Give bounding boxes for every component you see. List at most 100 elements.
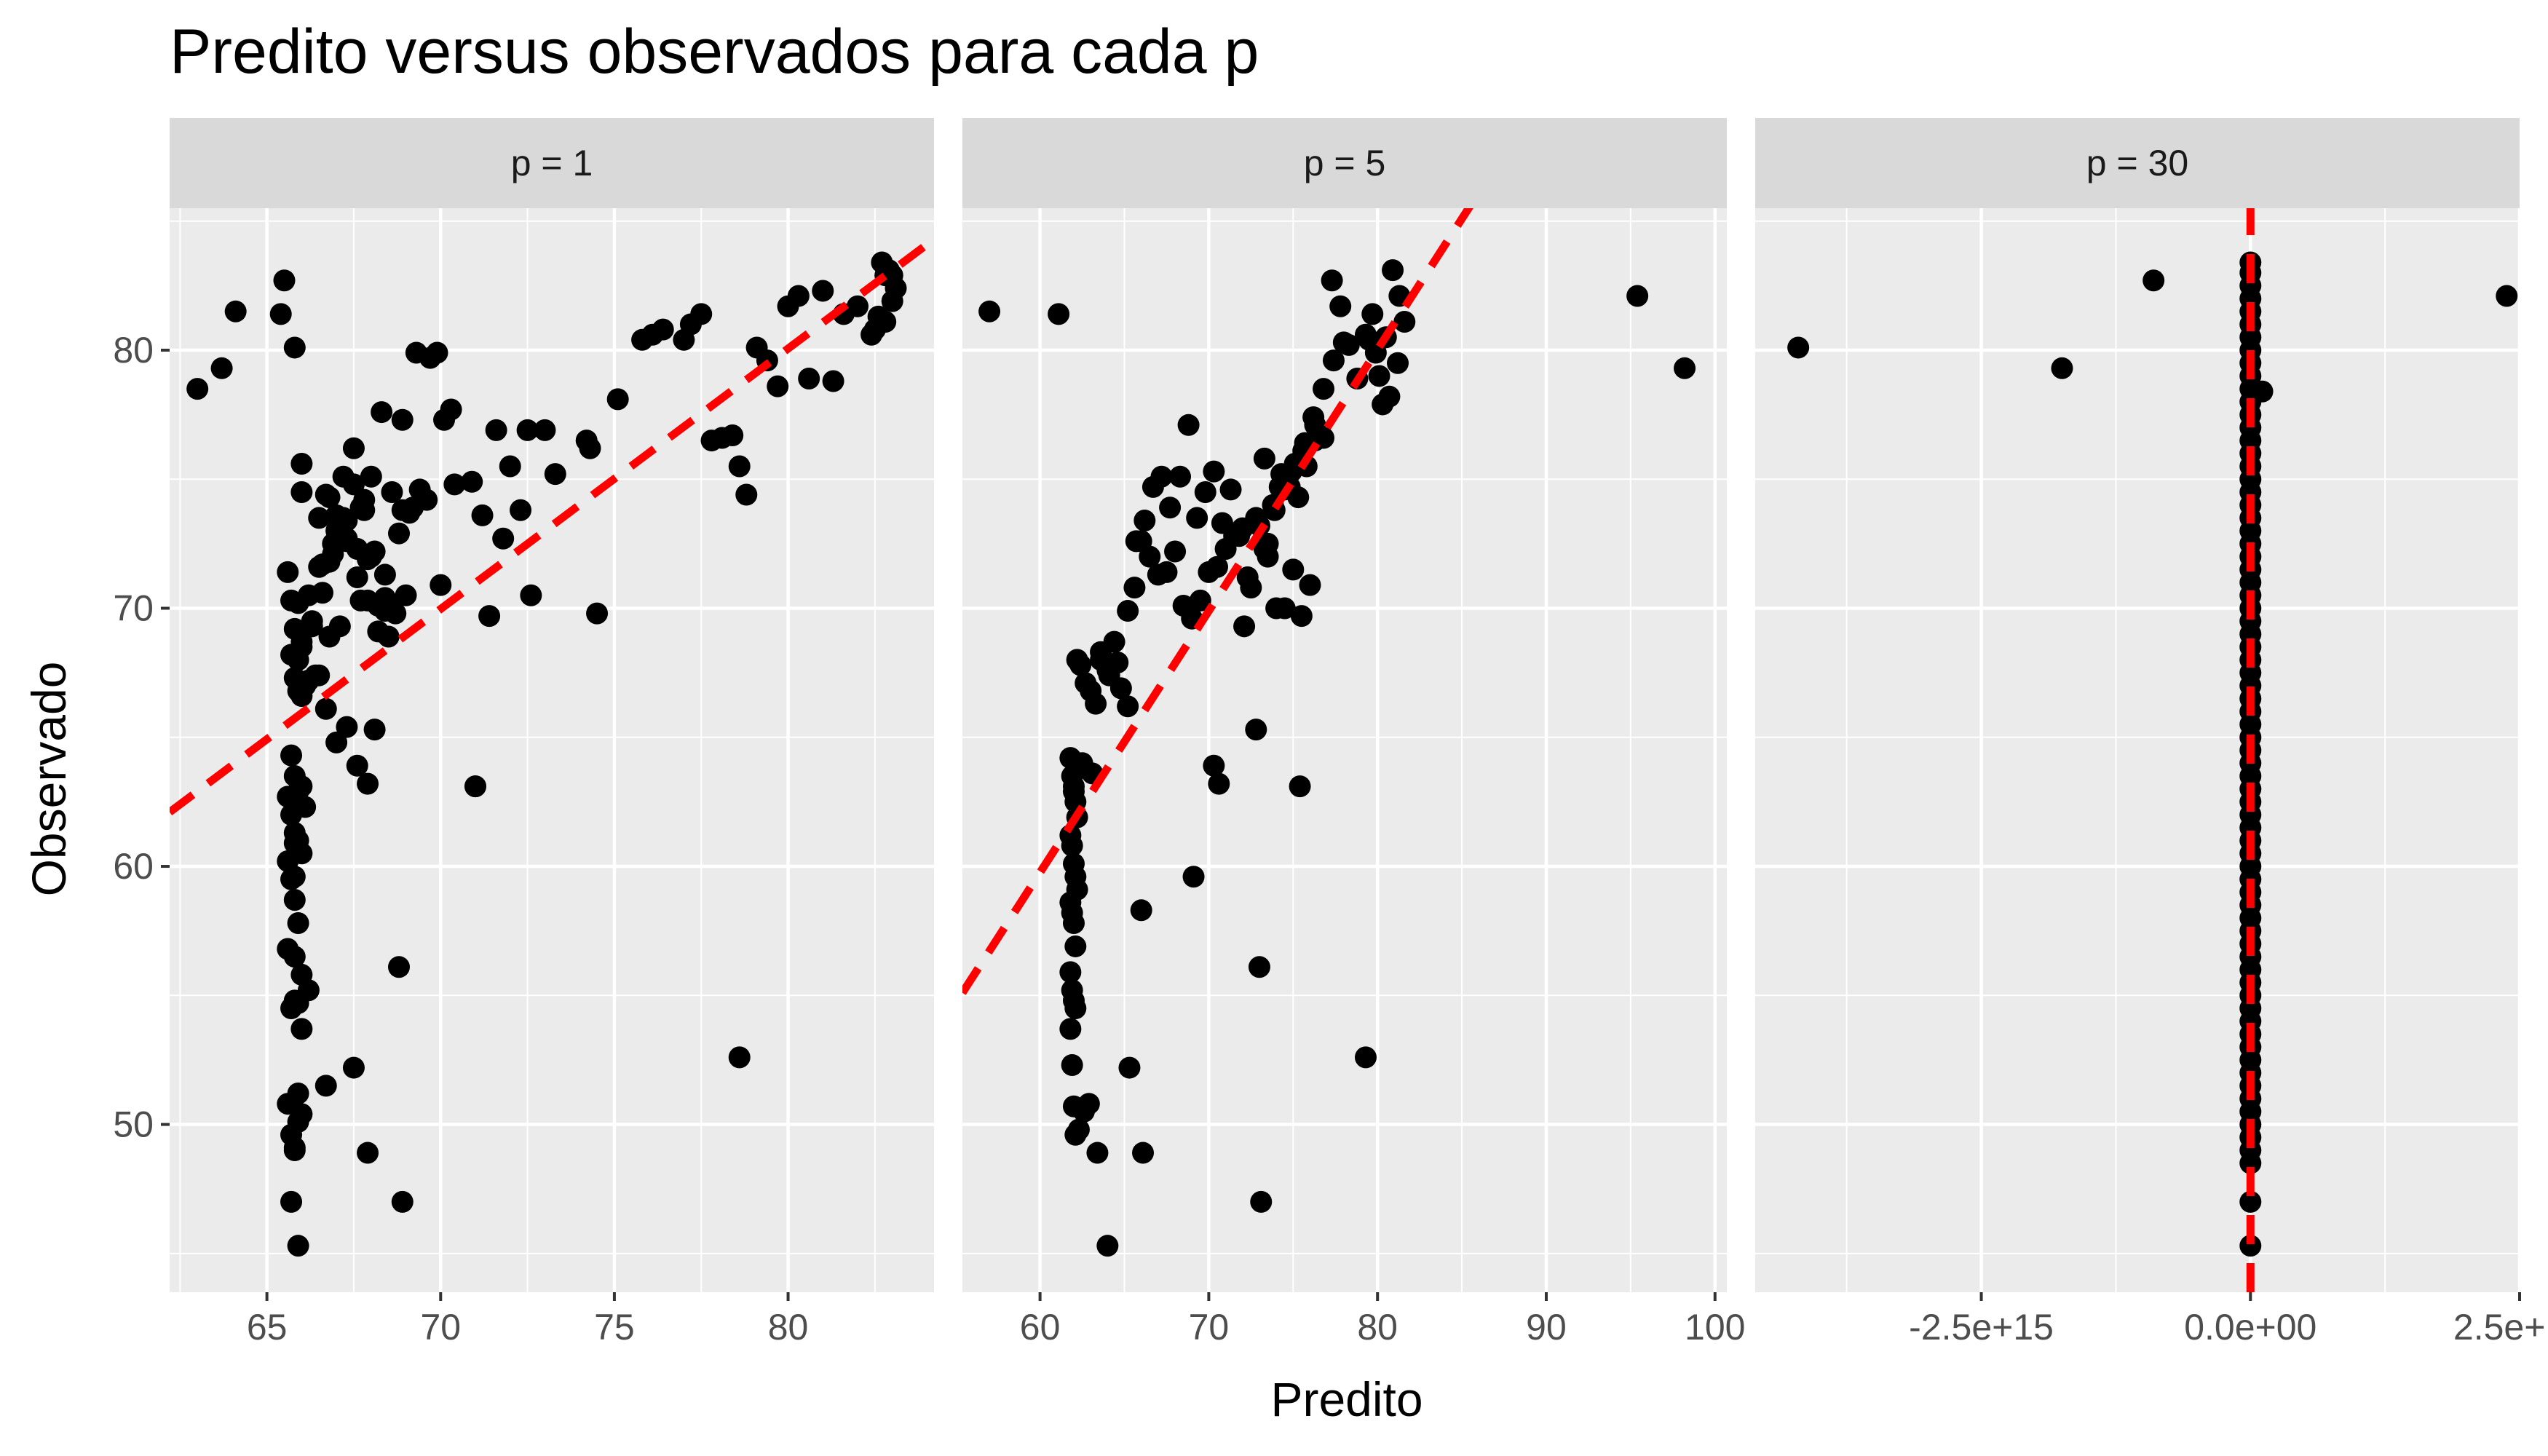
data-point	[314, 1075, 337, 1097]
data-point	[728, 1046, 751, 1069]
data-point	[606, 388, 629, 411]
data-point	[1048, 303, 1070, 325]
data-point	[273, 269, 296, 292]
data-point	[224, 300, 247, 323]
facet-strip	[170, 118, 934, 208]
data-point	[1361, 303, 1384, 325]
data-point	[287, 912, 309, 935]
data-point	[440, 398, 462, 421]
data-point	[2051, 357, 2073, 379]
data-point	[290, 480, 313, 503]
data-point	[881, 290, 903, 312]
x-axis-title: Predito	[1270, 1372, 1423, 1426]
data-point	[798, 367, 820, 389]
data-point	[1219, 478, 1242, 501]
data-point	[283, 946, 306, 968]
data-point	[342, 1056, 365, 1079]
data-point	[287, 1235, 309, 1257]
data-point	[186, 378, 209, 400]
data-point	[1096, 1235, 1119, 1257]
data-point	[499, 455, 521, 478]
data-point	[283, 889, 306, 911]
panel-content	[1755, 208, 2520, 1292]
data-point	[1283, 452, 1306, 475]
data-point	[1059, 1018, 1082, 1040]
data-point	[1299, 574, 1321, 596]
x-tick-label: 0.0e+00	[2184, 1307, 2316, 1348]
data-point	[822, 370, 844, 392]
data-point	[1069, 654, 1092, 676]
x-tick-label: 80	[1357, 1307, 1398, 1348]
data-point	[416, 488, 438, 511]
x-tick-label: 65	[247, 1307, 288, 1348]
data-point	[277, 786, 299, 808]
data-point	[471, 504, 494, 526]
reference-line	[962, 208, 1473, 995]
data-point	[283, 336, 306, 359]
data-point	[405, 341, 427, 364]
data-point	[336, 716, 358, 738]
data-point	[812, 280, 834, 302]
data-point	[1321, 269, 1343, 292]
data-point	[357, 1142, 379, 1164]
data-point	[349, 589, 372, 612]
data-point	[2239, 1190, 2262, 1213]
data-point	[325, 731, 348, 753]
facet-strip-label: p = 30	[2086, 143, 2188, 183]
data-point	[342, 473, 365, 496]
data-point	[544, 463, 566, 486]
data-point	[360, 465, 382, 488]
data-point	[1231, 517, 1254, 539]
data-point	[1245, 719, 1267, 741]
panel-1: p = 1 65 70 75 80 50 60 70 80	[113, 118, 934, 1348]
data-point	[346, 566, 368, 588]
facet-strip	[962, 118, 1727, 208]
data-point	[308, 507, 331, 529]
data-point	[1382, 259, 1404, 282]
data-point	[357, 548, 379, 571]
data-point	[1240, 577, 1262, 599]
data-point	[1169, 465, 1192, 488]
data-point	[1289, 775, 1311, 798]
data-point	[328, 615, 351, 638]
data-point	[391, 408, 414, 431]
y-axis-title: Observado	[22, 662, 76, 897]
data-point	[516, 419, 539, 441]
data-point	[430, 574, 452, 596]
data-point	[2143, 269, 2165, 292]
data-point	[1155, 561, 1178, 583]
x-tick-label: 80	[768, 1307, 809, 1348]
data-point	[280, 744, 303, 767]
data-point	[1118, 1056, 1141, 1079]
data-point	[787, 285, 810, 307]
data-point	[1133, 509, 1156, 531]
data-point	[269, 303, 292, 325]
data-point	[353, 499, 376, 521]
data-point	[690, 303, 713, 325]
data-point	[301, 615, 323, 638]
data-point	[1182, 866, 1205, 888]
data-point	[1208, 772, 1230, 795]
data-point	[721, 424, 744, 446]
data-point	[1159, 496, 1182, 519]
data-point	[1109, 677, 1132, 700]
data-point	[1117, 695, 1139, 718]
data-point	[287, 1111, 309, 1133]
data-point	[1787, 336, 1810, 359]
data-point	[381, 480, 403, 503]
data-point	[464, 775, 486, 798]
data-point	[1186, 507, 1208, 529]
data-point	[290, 630, 313, 653]
data-point	[492, 527, 515, 550]
data-point	[1103, 630, 1125, 653]
data-point	[357, 772, 379, 795]
reference-line	[170, 236, 934, 815]
data-point	[1132, 1142, 1155, 1164]
data-point	[371, 401, 393, 424]
x-tick-label: 100	[1685, 1307, 1745, 1348]
data-point	[1117, 600, 1139, 622]
y-tick-label: 50	[113, 1104, 154, 1145]
data-point	[586, 602, 609, 625]
data-point	[847, 295, 869, 317]
